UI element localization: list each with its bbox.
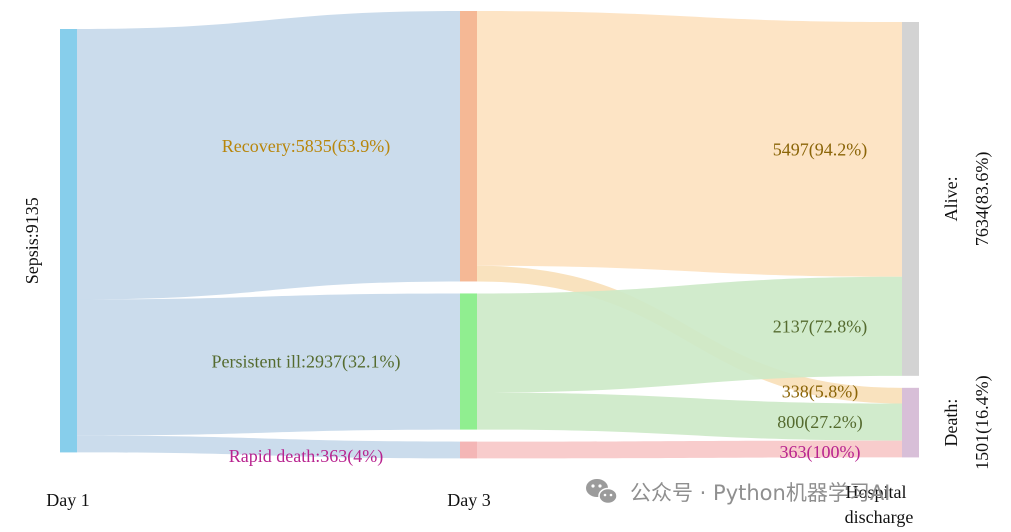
link-persistent-to-death [477,392,902,441]
link-sepsis-to-rapid_death [77,435,460,459]
node-persistent [460,293,477,430]
stage-label-discharge-line1: Hospital [846,482,907,502]
wechat-icon [586,479,618,505]
stage-label-discharge-line2: discharge [845,507,914,527]
link-label-rapid_death-to-death: 363(100%) [780,442,861,463]
link-persistent-to-alive [477,276,902,393]
sankey-labels: Sepsis:9135 Recovery:5835(63.9%) Persisten… [22,136,993,470]
stage-label-day1: Day 1 [46,490,90,510]
node-label-death-line2: 1501(16.4%) [972,375,993,469]
link-label-persistent-to-death: 800(27.2%) [777,412,862,433]
node-recovery [460,11,477,282]
node-rapid_death [460,441,477,459]
stage-label-day3: Day 3 [447,490,491,510]
link-sepsis-to-recovery [77,11,460,300]
watermark: 公众号 · Python机器学习AI [586,479,890,505]
link-label-recovery-to-death: 338(5.8%) [782,382,858,403]
node-label-persistent: Persistent ill:2937(32.1%) [212,352,401,373]
node-label-alive-line2: 7634(83.6%) [972,152,993,246]
node-label-alive-line1: Alive: [941,176,961,221]
node-label-death-line1: Death: [941,399,961,447]
watermark-text: 公众号 · Python机器学习AI [630,481,890,505]
node-sepsis [60,29,77,453]
sankey-nodes [60,11,919,459]
link-recovery-to-alive [477,11,902,277]
link-label-recovery-to-alive: 5497(94.2%) [773,139,867,160]
node-label-sepsis: Sepsis:9135 [22,197,42,284]
node-label-recovery: Recovery:5835(63.9%) [222,136,390,157]
sankey-links [77,11,902,459]
link-label-persistent-to-alive: 2137(72.8%) [773,316,867,337]
link-sepsis-to-persistent [77,293,460,436]
node-death [902,387,919,458]
link-rapid_death-to-death [477,440,902,459]
node-label-rapid_death: Rapid death:363(4%) [229,446,383,467]
node-alive [902,22,919,376]
